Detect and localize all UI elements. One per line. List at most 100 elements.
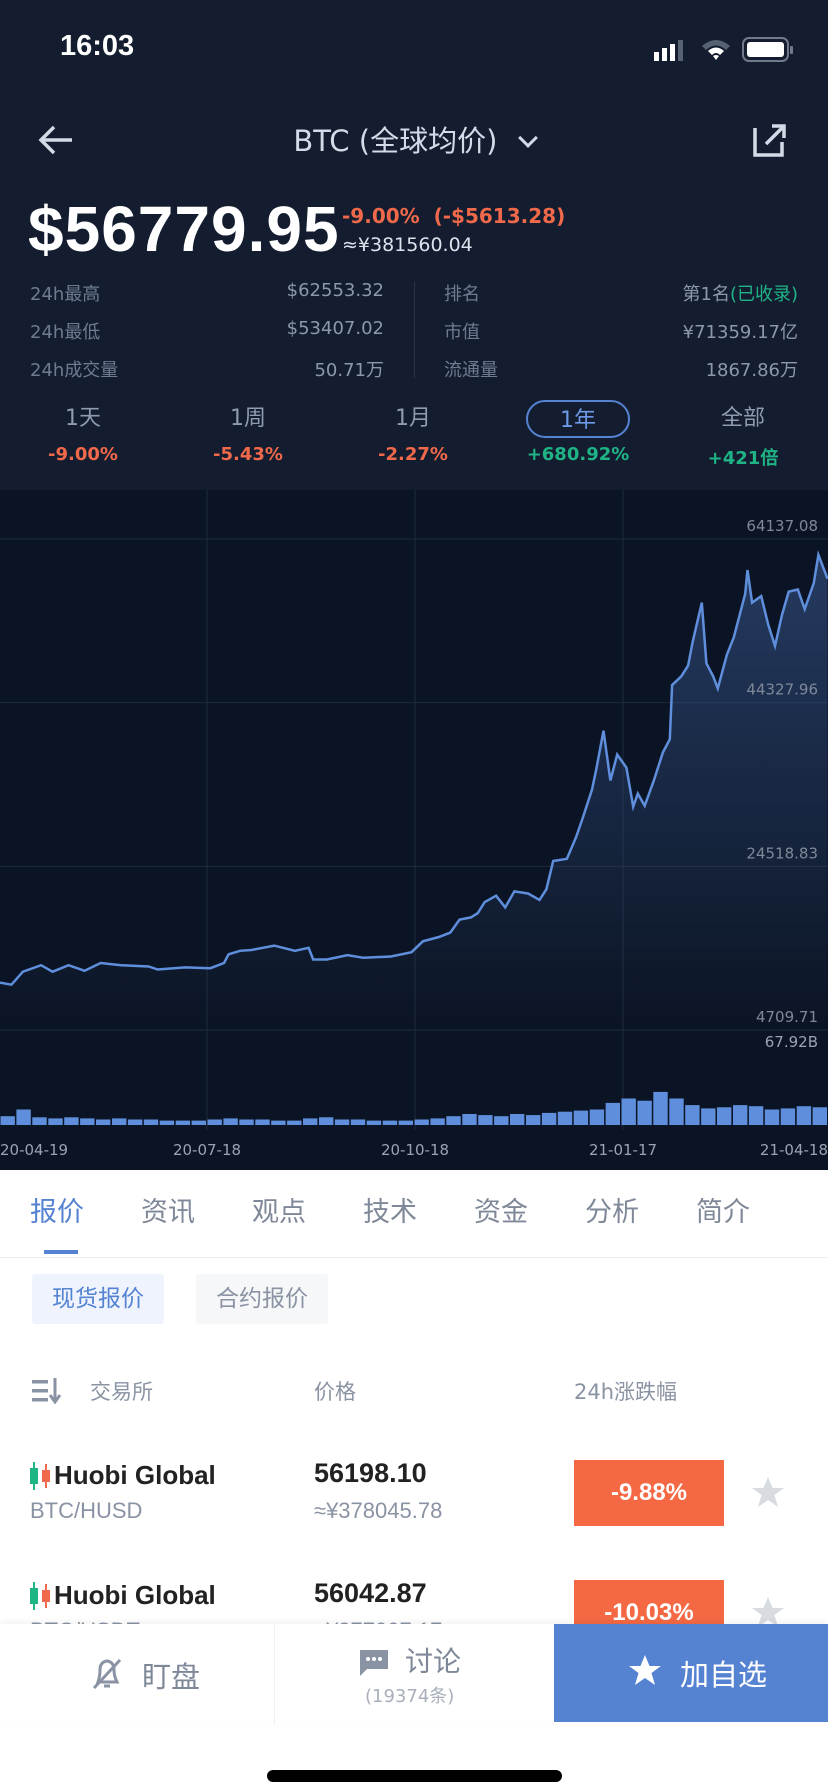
volume-bar xyxy=(526,1115,541,1125)
volume-bar xyxy=(414,1119,429,1125)
status-time: 16:03 xyxy=(60,30,135,62)
volume-bar xyxy=(796,1106,812,1125)
volume-bar xyxy=(541,1112,557,1125)
period-4[interactable]: 全部 +421倍 xyxy=(678,400,808,470)
period-0[interactable]: 1天 -9.00% xyxy=(18,400,148,465)
volume-bar xyxy=(48,1118,63,1125)
x-tick-label: 20-07-18 xyxy=(173,1141,241,1159)
bottom-divider xyxy=(274,1624,275,1724)
volume-bar xyxy=(478,1115,493,1125)
stat-value: 第1名 xyxy=(682,284,730,305)
volume-bar xyxy=(398,1120,413,1125)
watch-label: 盯盘 xyxy=(142,1660,201,1694)
discuss-button[interactable]: 讨论 (19374条) xyxy=(275,1624,554,1724)
volume-bar xyxy=(669,1098,684,1125)
watch-button[interactable]: 盯盘 xyxy=(0,1624,274,1724)
comment-icon xyxy=(360,1650,388,1676)
volume-bar xyxy=(701,1108,716,1125)
bottom-bar: 盯盘 讨论 (19374条) 加自选 xyxy=(0,1624,828,1724)
share-button[interactable] xyxy=(752,122,788,162)
tab-6[interactable]: 简介 xyxy=(696,1197,750,1228)
header-change[interactable]: 24h涨跌幅 xyxy=(574,1380,678,1404)
period-2[interactable]: 1月 -2.27% xyxy=(348,400,478,465)
sort-icon[interactable] xyxy=(32,1378,62,1408)
volume-bar xyxy=(303,1118,318,1125)
tab-3[interactable]: 技术 xyxy=(363,1197,417,1228)
exchange-name: Huobi Global xyxy=(54,1580,216,1610)
volume-bar xyxy=(319,1117,334,1125)
period-label: 1月 xyxy=(395,406,431,431)
current-price: $56779.95 xyxy=(28,193,340,265)
favorite-star-icon[interactable] xyxy=(750,1596,786,1634)
stat-label: 市值 xyxy=(444,322,480,343)
volume-bar xyxy=(685,1105,700,1125)
tab-0[interactable]: 报价 xyxy=(30,1197,84,1228)
volume-bar xyxy=(271,1120,286,1125)
subtab-futures[interactable]: 合约报价 xyxy=(196,1274,328,1324)
volume-bar xyxy=(764,1109,780,1125)
volume-bar xyxy=(573,1110,589,1125)
volume-bar xyxy=(557,1111,573,1125)
favorite-star-icon[interactable] xyxy=(750,1476,786,1514)
tab-4[interactable]: 资金 xyxy=(474,1197,528,1228)
volume-bar xyxy=(605,1102,620,1125)
exchange-price: 56042.87 xyxy=(314,1578,427,1608)
tab-5[interactable]: 分析 xyxy=(585,1197,639,1228)
bell-off-icon xyxy=(92,1658,122,1690)
volume-bar xyxy=(239,1119,254,1125)
x-tick-label: 20-10-18 xyxy=(381,1141,449,1159)
volume-bar xyxy=(733,1105,748,1125)
volume-bar xyxy=(812,1107,827,1125)
add-watchlist-button[interactable]: 加自选 xyxy=(554,1624,828,1722)
volume-bar xyxy=(334,1119,350,1125)
price-chart[interactable]: 64137.08 44327.96 24518.83 4709.71 67.92B 20-… xyxy=(0,490,828,1170)
stat-value: 1867.86万 xyxy=(705,360,798,381)
volume-bar xyxy=(462,1114,477,1125)
tab-1[interactable]: 资讯 xyxy=(141,1197,195,1228)
stat-label: 24h最低 xyxy=(30,322,101,343)
period-label: 1周 xyxy=(230,406,266,431)
stat-value: $62553.32 xyxy=(286,280,384,301)
add-label: 加自选 xyxy=(680,1658,768,1692)
discuss-count: (19374条) xyxy=(365,1686,455,1707)
table-row[interactable]: Huobi Global xyxy=(28,1460,216,1491)
period-label: 1天 xyxy=(65,406,101,431)
volume-max-label: 67.92B xyxy=(765,1033,818,1051)
price-line xyxy=(0,550,828,987)
signal-icon xyxy=(652,38,688,66)
candlestick-icon xyxy=(28,1461,52,1490)
volume-bar xyxy=(350,1119,366,1125)
volume-bar xyxy=(287,1120,302,1125)
tabs-divider xyxy=(0,1257,828,1258)
y-tick-label: 64137.08 xyxy=(746,517,818,535)
volume-bar xyxy=(430,1118,445,1125)
stat-label: 24h最高 xyxy=(30,284,101,305)
volume-bar xyxy=(717,1107,732,1125)
volume-bar xyxy=(446,1116,461,1125)
coin-selector[interactable]: BTC (全球均价) xyxy=(150,118,678,160)
period-1[interactable]: 1周 -5.43% xyxy=(183,400,313,465)
price-cny: ≈¥381560.04 xyxy=(342,234,473,256)
volume-bar xyxy=(494,1116,509,1125)
period-change: +680.92% xyxy=(526,444,630,465)
volume-bar xyxy=(748,1106,764,1125)
stat-label: 排名 xyxy=(444,284,480,305)
period-change: +421倍 xyxy=(707,448,779,469)
volume-bar xyxy=(64,1117,79,1125)
volume-bar xyxy=(0,1116,15,1125)
arrow-left-icon xyxy=(38,125,72,155)
table-row[interactable]: Huobi Global xyxy=(28,1580,216,1611)
header-exchange[interactable]: 交易所 xyxy=(90,1380,153,1404)
volume-bar xyxy=(159,1120,175,1125)
stat-value: ¥71359.17亿 xyxy=(682,322,798,343)
header-price[interactable]: 价格 xyxy=(314,1380,356,1404)
back-button[interactable] xyxy=(36,122,76,162)
stat-value: 50.71万 xyxy=(314,360,384,381)
coin-title: BTC (全球均价) xyxy=(293,124,498,158)
period-3[interactable]: 1年 +680.92% xyxy=(513,400,643,465)
volume-bar xyxy=(510,1114,525,1125)
tab-2[interactable]: 观点 xyxy=(252,1197,306,1228)
subtab-spot[interactable]: 现货报价 xyxy=(32,1274,164,1324)
volume-bar xyxy=(621,1098,636,1125)
period-label: 全部 xyxy=(720,406,765,431)
